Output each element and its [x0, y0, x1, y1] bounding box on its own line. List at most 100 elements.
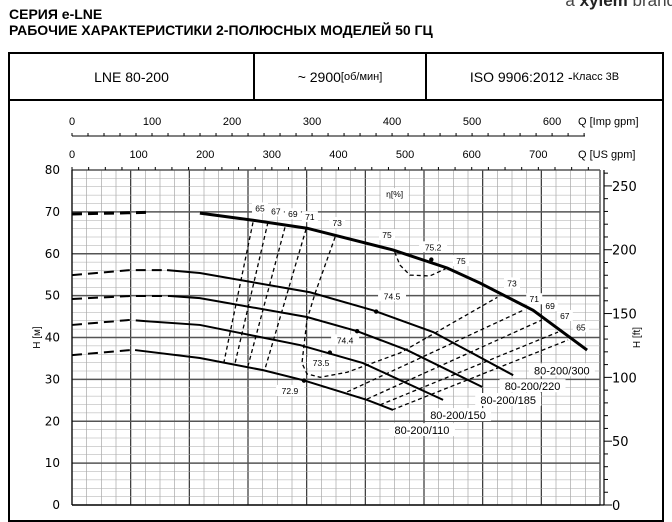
imp-axis-label: Q [Imp gpm] [578, 116, 639, 128]
annotation-bg [452, 255, 469, 267]
efficiency-label: 69 [288, 209, 298, 219]
head-curve-dashed [71, 269, 168, 277]
efficiency-label: 69 [545, 301, 555, 311]
efficiency-label: η[%] [386, 189, 403, 199]
curve-label-bg [499, 379, 566, 393]
curve-label: 80-200/185 [480, 395, 536, 407]
us-axis-label: Q [US gpm] [578, 149, 635, 161]
efficiency-label: 72.9 [282, 386, 299, 396]
annotation-bg [301, 211, 318, 223]
y-tick-label: 30 [45, 372, 60, 386]
us-tick-label: 400 [329, 149, 347, 161]
head-curve-dashed [71, 295, 170, 300]
right-tick-label: 100 [612, 371, 637, 386]
imp-tick-label: 400 [383, 116, 401, 128]
imp-tick-label: 0 [69, 116, 75, 128]
bep-point [327, 350, 333, 355]
efficiency-line-69 [366, 319, 543, 400]
efficiency-line-69 [247, 227, 286, 367]
efficiency-label: 75 [382, 230, 392, 240]
annotation-bg [504, 277, 520, 289]
annotation-bg [572, 321, 589, 333]
brand-logo: a xylem brand [565, 0, 672, 11]
annotation-bg [267, 205, 284, 217]
imp-tick-label: 500 [463, 116, 481, 128]
head-curve [166, 269, 514, 377]
annotation-bg [378, 290, 407, 302]
speed-cell: ~ 2900 [об/мин] [255, 54, 427, 99]
curve-label-bg [475, 392, 542, 406]
annotation-bg [526, 293, 543, 305]
efficiency-line-65 [223, 222, 254, 363]
efficiency-label: 75.2 [425, 242, 442, 252]
us-tick-label: 300 [263, 149, 281, 161]
curve-label: 80-200/220 [505, 381, 561, 393]
efficiency-line-73 [301, 236, 498, 378]
speed-value: ~ 2900 [297, 68, 341, 85]
curve-label-bg [528, 363, 595, 377]
brand-name: xylem [579, 0, 628, 10]
us-tick-label: 0 [69, 149, 75, 161]
right-tick-label: 200 [612, 244, 637, 259]
standard-value: ISO 9906:2012 - [469, 68, 573, 85]
y-tick-label: 40 [45, 331, 60, 345]
annotation-bg [556, 309, 573, 321]
annotation-bg [380, 188, 409, 200]
imp-tick-label: 300 [303, 116, 321, 128]
y-axis-label: H [м] [32, 326, 43, 349]
imp-tick-label: 600 [543, 116, 561, 128]
efficiency-label: 73 [507, 278, 517, 288]
right-tick-label: 150 [612, 308, 637, 323]
us-tick-label: 600 [463, 149, 481, 161]
annotation-bg [329, 217, 346, 229]
y-tick-label: 0 [52, 498, 60, 512]
curve-label-bg [388, 423, 455, 437]
head-curve [169, 295, 483, 388]
head-curve [199, 211, 588, 352]
efficiency-label: 65 [576, 322, 586, 332]
y-tick-label: 50 [45, 289, 60, 303]
bep-point [301, 378, 307, 383]
efficiency-label: 71 [305, 212, 315, 222]
y-tick-label: 10 [45, 456, 60, 470]
annotation-bg [252, 202, 269, 214]
right-tick-label: 50 [612, 435, 629, 450]
model-name: LNE 80-200 [94, 68, 169, 85]
speed-unit: [об/мин] [340, 70, 383, 83]
y-tick-label: 80 [45, 163, 60, 177]
annotation-bg [542, 299, 559, 311]
brand-prefix: a [565, 0, 580, 10]
standard-cell: ISO 9906:2012 - Класс 3B [427, 54, 662, 99]
brand-suffix: brand [627, 0, 672, 10]
curve-label-bg [425, 408, 492, 422]
annotation-bg [284, 208, 301, 220]
info-header: LNE 80-200 ~ 2900 [об/мин] ISO 9906:2012… [10, 54, 662, 101]
annotation-bg [379, 229, 396, 241]
annotation-bg [331, 334, 360, 346]
us-tick-label: 700 [529, 149, 547, 161]
page-title: РАБОЧИЕ ХАРАКТЕРИСТИКИ 2-ПОЛЮСНЫХ МОДЕЛЕ… [9, 22, 433, 38]
curve-label: 80-200/110 [395, 425, 450, 437]
model-cell: LNE 80-200 [10, 54, 255, 99]
efficiency-label: 74.4 [337, 335, 354, 345]
us-tick-label: 200 [196, 149, 214, 161]
annotation-bg [307, 356, 336, 368]
y-tick-label: 70 [45, 205, 60, 219]
annotation-bg [419, 241, 448, 253]
efficiency-label: 67 [560, 311, 570, 321]
efficiency-label: 73 [332, 218, 342, 228]
y-tick-label: 60 [45, 247, 60, 261]
us-tick-label: 100 [129, 149, 147, 161]
efficiency-label: 73.5 [313, 358, 330, 368]
efficiency-label: 67 [271, 206, 281, 216]
head-curve-dashed [71, 210, 151, 216]
head-curve [144, 320, 444, 401]
annotation-bg [275, 384, 304, 396]
bep-point [354, 329, 360, 334]
right-tick-label: 0 [612, 499, 620, 514]
efficiency-line-65 [391, 339, 569, 411]
imp-tick-label: 100 [143, 116, 161, 128]
efficiency-line-71 [264, 228, 307, 370]
y-axis-label-right: H [ft] [632, 327, 643, 348]
